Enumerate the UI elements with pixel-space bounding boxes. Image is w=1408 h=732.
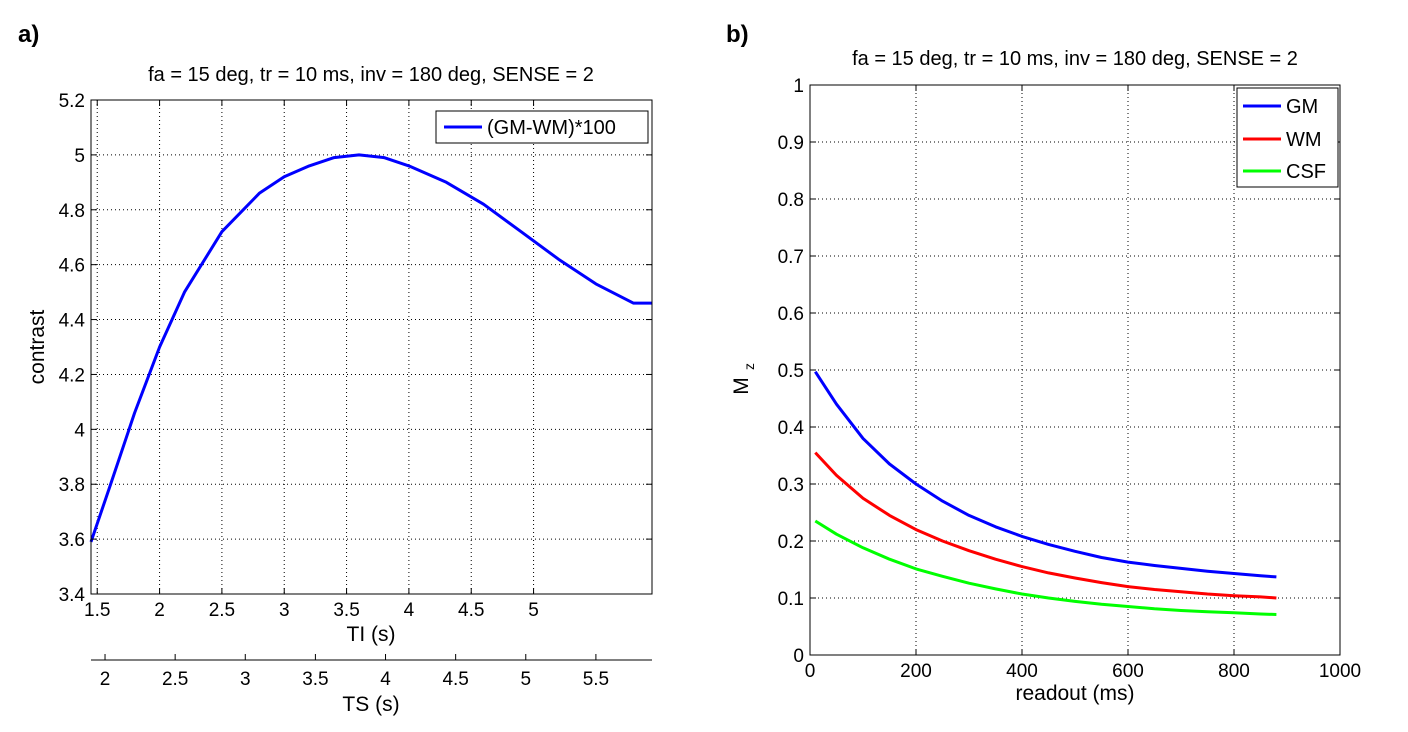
panel-a-y-tick-label: 3.4 (59, 585, 86, 606)
panel-a-y-tick-label: 4.4 (59, 311, 86, 332)
panel-b-y-label: M (730, 377, 753, 395)
panel-a-axes-box (90, 99, 653, 595)
panel-b-y-label-group: M z (730, 363, 757, 395)
panel-a-x-tick-label: 4 (404, 600, 415, 621)
panel-a-y-tick-label: 3.6 (59, 530, 85, 551)
panel-a-series-line--gm-wm-100 (89, 153, 652, 543)
panel-a-plot-area (91, 100, 652, 594)
panel-a-x-tick-label: 2.5 (209, 600, 235, 621)
panel-b-y-tick-label: 0.9 (778, 133, 804, 154)
panel-a-series (89, 153, 652, 543)
panel-b-x-tick-label: 1000 (1319, 661, 1361, 682)
panel-b-y-tick-label: 0.5 (778, 361, 804, 382)
panel-b-x-tick-label: 400 (1006, 661, 1038, 682)
panel-b-y-tick-label: 0.8 (778, 190, 804, 211)
panel-b-y-label-subscript: z (741, 363, 757, 370)
panel-a-x-tick-label: 5 (528, 600, 539, 621)
panel-a-secondary-x-tick-label: 5 (520, 669, 531, 690)
panel-b-y-tick-label: 0.4 (778, 418, 805, 439)
panel-a-secondary-x-tick-label: 4.5 (442, 669, 468, 690)
panel-a-x-tick-label: 4.5 (458, 600, 484, 621)
panel-a-secondary-x-tick-label: 3 (240, 669, 251, 690)
panel-a-y-tick-label: 5 (74, 146, 85, 167)
panel-a: a) fa = 15 deg, tr = 10 ms, inv = 180 de… (18, 21, 653, 716)
panel-a-y-tick-label: 4 (74, 420, 85, 441)
panel-a-title: fa = 15 deg, tr = 10 ms, inv = 180 deg, … (148, 64, 594, 86)
panel-b-legend: GM WM CSF (1236, 87, 1339, 188)
panel-b-series-line-csf (814, 519, 1277, 616)
panel-b-y-ticks: 0 0.1 0.2 0.3 0.4 0.5 0.6 0.7 0.8 0.9 1 (778, 76, 1340, 667)
panel-a-x-tick-label: 3 (279, 600, 290, 621)
panel-a-x-ticks: 1.5 2 2.5 3 3.5 4 4.5 5 (84, 100, 539, 621)
panel-a-y-tick-label: 4.2 (59, 365, 85, 386)
panel-b-label: b) (726, 21, 749, 48)
panel-b-y-tick-label: 0 (793, 646, 804, 667)
panel-a-y-tick-label: 3.8 (59, 475, 85, 496)
panel-a-legend: (GM-WM)*100 (435, 110, 649, 144)
panel-a-x-tick-label: 2 (154, 600, 165, 621)
panel-a-secondary-x-ticks: 2 2.5 3 3.5 4 4.5 5 5.5 (100, 654, 609, 690)
panel-b-legend-entry-gm: GM (1286, 96, 1318, 118)
panel-a-secondary-x-tick-label: 5.5 (583, 669, 609, 690)
panel-b-y-tick-label: 0.7 (778, 247, 804, 268)
panel-b-y-tick-label: 1 (793, 76, 804, 97)
panel-a-secondary-x-tick-label: 2.5 (162, 669, 188, 690)
panel-b-series-line-wm (814, 451, 1277, 600)
panel-a-secondary-x-label: TS (s) (342, 693, 399, 716)
panel-a-secondary-x-tick-label: 2 (100, 669, 111, 690)
panel-a-x-tick-label: 3.5 (333, 600, 359, 621)
panel-a-y-tick-label: 5.2 (59, 91, 85, 112)
panel-b-x-tick-label: 600 (1112, 661, 1144, 682)
panel-a-secondary-x-tick-label: 4 (380, 669, 391, 690)
panel-b-y-tick-label: 0.2 (778, 532, 804, 553)
panel-b-series-line-gm (814, 370, 1277, 579)
panel-a-x-tick-label: 1.5 (84, 600, 110, 621)
panel-b-y-tick-label: 0.1 (778, 589, 804, 610)
panel-b-legend-entry-csf: CSF (1286, 161, 1326, 183)
panel-a-label: a) (18, 21, 39, 48)
panel-a-secondary-x-tick-label: 3.5 (302, 669, 328, 690)
panel-b-y-tick-label: 0.3 (778, 475, 804, 496)
panel-a-legend-entry: (GM-WM)*100 (487, 117, 616, 139)
panel-a-y-label: contrast (26, 309, 49, 384)
panel-a-y-ticks: 3.4 3.6 3.8 4 4.2 4.4 4.6 4.8 5 5.2 (59, 91, 652, 606)
panel-a-y-tick-label: 4.6 (59, 256, 85, 277)
panel-b-series (814, 370, 1277, 616)
panel-b-title: fa = 15 deg, tr = 10 ms, inv = 180 deg, … (852, 48, 1298, 70)
panel-a-y-tick-label: 4.8 (59, 201, 85, 222)
panel-a-x-label: TI (s) (347, 623, 396, 646)
panel-b: b) fa = 15 deg, tr = 10 ms, inv = 180 de… (726, 21, 1361, 705)
panel-b-legend-entry-wm: WM (1286, 129, 1322, 151)
panel-b-x-ticks: 0 200 400 600 800 1000 (805, 85, 1361, 682)
panel-b-x-tick-label: 0 (805, 661, 816, 682)
panel-b-x-label: readout (ms) (1015, 682, 1134, 705)
panel-b-x-tick-label: 800 (1218, 661, 1250, 682)
panel-b-y-tick-label: 0.6 (778, 304, 804, 325)
panel-b-x-tick-label: 200 (900, 661, 932, 682)
